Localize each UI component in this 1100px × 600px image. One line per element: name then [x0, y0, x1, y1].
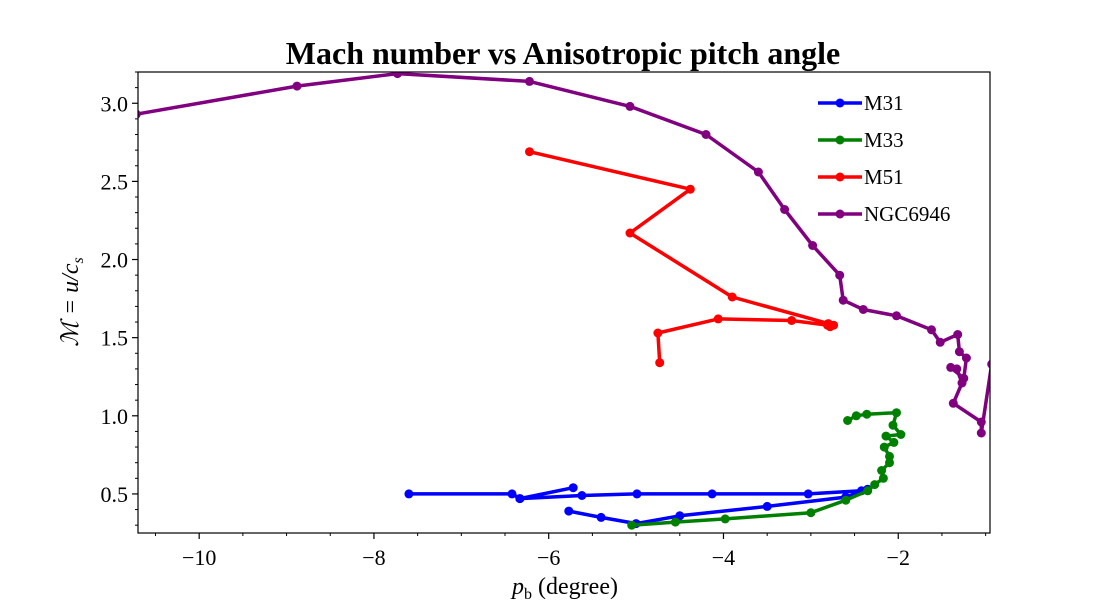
y-tick-label: 2.5 [101, 169, 129, 194]
data-point-m31 [564, 506, 574, 516]
data-point-ngc6946 [838, 295, 848, 305]
data-point-ngc6946 [138, 110, 141, 119]
data-point-ngc6946 [625, 101, 635, 111]
y-tick-label: 1.0 [101, 404, 129, 429]
x-axis-label-rest: (degree) [532, 574, 618, 600]
data-point-ngc6946 [892, 311, 901, 321]
data-point-m31 [596, 512, 606, 522]
data-point-m33 [870, 480, 880, 490]
legend-label-m31: M31 [864, 91, 904, 115]
data-point-ngc6946 [701, 130, 711, 139]
data-point-m31 [568, 483, 578, 493]
data-point-m51 [685, 184, 695, 194]
data-point-ngc6946 [292, 81, 302, 91]
y-tick-label: 2.0 [101, 248, 129, 273]
data-point-m31 [803, 489, 813, 499]
data-point-m31 [507, 489, 517, 499]
data-point-ngc6946 [961, 353, 971, 363]
data-point-m31 [632, 489, 642, 499]
data-point-m31 [515, 494, 525, 504]
data-point-m33 [863, 486, 873, 496]
data-point-m33 [896, 430, 906, 439]
data-point-ngc6946 [753, 167, 763, 177]
data-point-ngc6946 [953, 330, 963, 339]
data-point-m33 [889, 437, 899, 447]
series-line-m51 [527, 149, 836, 365]
data-point-ngc6946 [957, 378, 967, 388]
data-point-m33 [885, 458, 894, 468]
data-point-m51 [823, 320, 832, 330]
data-point-ngc6946 [987, 360, 990, 369]
y-axis-label: ℳ = u/cs [58, 257, 87, 346]
legend-marker-m51 [835, 172, 845, 182]
data-point-m51 [727, 292, 737, 302]
y-axis-label-sub: s [70, 257, 87, 263]
data-point-m51 [787, 316, 797, 325]
data-point-ngc6946 [393, 72, 402, 79]
legend-marker-m33 [835, 135, 845, 145]
data-point-ngc6946 [935, 337, 945, 347]
y-axis: 0.5 1.0 1.5 2.0 2.5 3.0 [101, 71, 138, 526]
data-point-m33 [878, 473, 888, 483]
data-point-ngc6946 [952, 364, 962, 374]
data-point-m51 [625, 228, 635, 238]
data-point-m51 [655, 358, 665, 368]
data-point-m33 [879, 442, 889, 452]
data-point-m33 [720, 514, 730, 524]
data-point-ngc6946 [976, 428, 986, 438]
y-tick-label: 1.5 [101, 326, 129, 351]
data-point-m33 [885, 451, 894, 461]
chart-title: Mach number vs Anisotropic pitch angle [286, 35, 840, 71]
data-point-ngc6946 [525, 76, 534, 86]
legend-label-m33: M33 [864, 128, 904, 152]
x-tick-label: −10 [182, 545, 216, 570]
data-point-ngc6946 [954, 347, 964, 357]
y-tick-label: 0.5 [101, 482, 129, 507]
data-point-m33 [892, 408, 901, 418]
data-point-m31 [577, 491, 587, 500]
data-point-m33 [627, 520, 637, 530]
data-point-m33 [881, 431, 891, 441]
x-axis-label: pb (degree) [510, 574, 618, 600]
x-axis-label-sub: b [524, 586, 532, 600]
data-point-ngc6946 [835, 270, 845, 280]
data-point-ngc6946 [927, 325, 936, 335]
data-point-m33 [843, 416, 853, 425]
data-point-m33 [888, 420, 898, 430]
data-point-m33 [806, 508, 816, 518]
y-axis-label-main: ℳ = u/c [58, 263, 84, 347]
data-point-m33 [877, 466, 887, 475]
legend-label-ngc6946: NGC6946 [864, 202, 950, 226]
data-point-m51 [653, 328, 663, 338]
x-axis-label-main: p [510, 574, 524, 600]
legend: M31 M33 M51 NGC6946 [818, 91, 950, 226]
x-tick-label: −2 [887, 545, 910, 570]
data-point-m33 [841, 495, 851, 505]
data-point-m31 [707, 489, 717, 499]
data-point-ngc6946 [858, 305, 868, 314]
data-point-ngc6946 [780, 205, 790, 214]
legend-label-m51: M51 [864, 165, 904, 189]
plot-area [138, 72, 990, 530]
data-point-ngc6946 [808, 241, 818, 250]
data-point-m51 [713, 314, 723, 324]
legend-marker-m31 [835, 98, 845, 108]
data-point-m33 [851, 411, 861, 421]
data-point-m31 [675, 511, 685, 521]
axes-frame [137, 71, 991, 534]
data-point-m31 [762, 501, 772, 511]
x-tick-label: −4 [712, 545, 735, 570]
data-point-ngc6946 [948, 398, 958, 408]
x-tick-label: −6 [537, 545, 560, 570]
data-point-m33 [862, 409, 872, 419]
legend-marker-ngc6946 [835, 209, 845, 219]
data-point-m33 [670, 517, 680, 527]
data-point-m31 [404, 489, 414, 499]
data-point-m51 [525, 147, 534, 157]
x-tick-label: −8 [362, 545, 385, 570]
x-axis: −10 −8 −6 −4 −2 [154, 533, 987, 570]
data-point-ngc6946 [976, 417, 986, 427]
y-tick-label: 3.0 [101, 91, 129, 116]
